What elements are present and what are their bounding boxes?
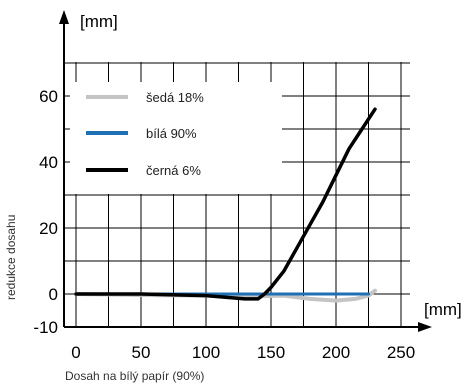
legend: šedá 18% bílá 90% černá 6% [86,90,204,178]
series-line [74,107,377,301]
y-tick-label: 40 [39,153,58,172]
y-unit-label: [mm] [80,12,118,31]
tick-labels: 0 50 100 150 200 250 -10 0 20 40 60 [33,87,415,362]
x-tick-label: 0 [71,343,80,362]
y-tick-label: 60 [39,87,58,106]
y-axis-title: redukce dosahu [4,215,18,300]
x-unit-label: [mm] [424,300,462,319]
y-axis-arrow [59,10,69,24]
x-axis-arrow [418,322,432,332]
x-tick-label: 250 [387,343,415,362]
legend-label: černá 6% [146,163,201,178]
x-tick-label: 50 [132,343,151,362]
series-group [74,107,377,303]
y-tick-label: -10 [33,318,58,337]
x-tick-label: 100 [192,343,220,362]
x-axis-title: Dosah na bílý papír (90%) [65,369,204,383]
x-tick-label: 200 [322,343,350,362]
axes [59,10,432,332]
y-tick-label: 20 [39,219,58,238]
y-tick-label: 0 [49,285,58,304]
legend-label: bílá 90% [146,126,197,141]
legend-label: šedá 18% [146,90,204,105]
x-tick-label: 150 [257,343,285,362]
legend-box [70,82,282,194]
